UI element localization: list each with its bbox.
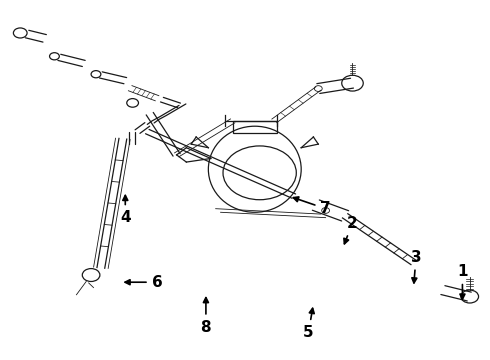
Text: 1: 1 (457, 264, 467, 299)
Text: 8: 8 (200, 298, 211, 334)
Text: 4: 4 (120, 195, 131, 225)
Text: 6: 6 (125, 275, 162, 290)
Text: 7: 7 (294, 197, 331, 216)
Text: 5: 5 (303, 308, 314, 340)
Text: 3: 3 (411, 249, 421, 283)
Text: 2: 2 (344, 216, 358, 244)
